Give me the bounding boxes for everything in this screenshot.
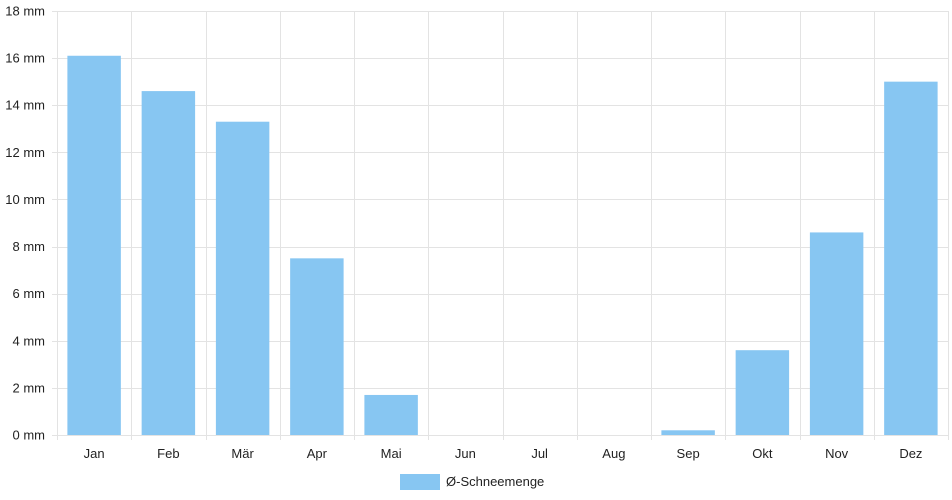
x-axis-ticks: Jan Feb Mär Apr Mai Jun Jul Aug Sep Okt Nov Dez: [84, 446, 923, 461]
y-tick-label: 14 mm: [5, 98, 45, 113]
bar-jan[interactable]: [67, 55, 121, 435]
bar-dez[interactable]: [884, 81, 938, 436]
y-tick-label: 12 mm: [5, 145, 45, 160]
x-tick-label: Okt: [752, 446, 773, 461]
x-tick-label: Sep: [677, 446, 700, 461]
y-tick-label: 0 mm: [13, 428, 46, 443]
x-tick-label: Dez: [899, 446, 922, 461]
x-tick-label: Aug: [602, 446, 625, 461]
bar-apr[interactable]: [290, 258, 344, 435]
bar-series: [67, 55, 938, 436]
bar-mär[interactable]: [215, 121, 270, 435]
x-tick-label: Apr: [307, 446, 328, 461]
x-tick-label: Mär: [231, 446, 254, 461]
y-tick-label: 4 mm: [13, 333, 46, 348]
y-tick-label: 18 mm: [5, 4, 45, 19]
legend[interactable]: Ø-Schneemenge: [400, 474, 544, 490]
x-tick-label: Jul: [531, 446, 548, 461]
y-tick-label: 16 mm: [5, 51, 45, 66]
x-tick-label: Jan: [84, 446, 105, 461]
y-tick-label: 2 mm: [13, 380, 46, 395]
y-tick-label: 8 mm: [13, 239, 46, 254]
x-tick-label: Nov: [825, 446, 849, 461]
legend-swatch: [400, 474, 440, 490]
grid-lines: [52, 11, 949, 440]
y-tick-label: 10 mm: [5, 192, 45, 207]
bar-sep[interactable]: [661, 430, 715, 435]
bar-mai[interactable]: [364, 394, 418, 435]
bar-okt[interactable]: [735, 350, 790, 435]
legend-label: Ø-Schneemenge: [446, 474, 544, 489]
x-tick-label: Mai: [381, 446, 402, 461]
x-tick-label: Feb: [157, 446, 179, 461]
y-tick-label: 6 mm: [13, 286, 46, 301]
bar-feb[interactable]: [141, 91, 196, 435]
y-axis-ticks: 0 mm 2 mm 4 mm 6 mm 8 mm 10 mm 12 mm 14 mm 16 mm…: [5, 4, 45, 443]
bar-nov[interactable]: [809, 232, 864, 435]
x-tick-label: Jun: [455, 446, 476, 461]
